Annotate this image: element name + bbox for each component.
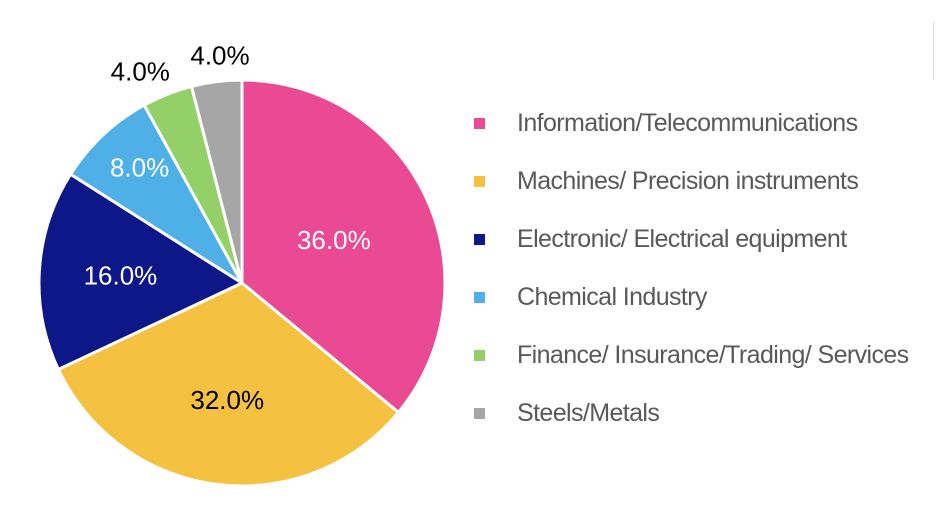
legend-label: Electronic/ Electrical equipment [517, 224, 847, 253]
pie-slice-electronic-electrical-equipment [37, 172, 244, 371]
legend-item-chemical-industry: Chemical Industry [474, 268, 909, 326]
pie-slice-machines-precision-instruments [56, 281, 400, 488]
pie-slice-steels-metals [190, 78, 244, 285]
legend-label: Chemical Industry [517, 282, 707, 311]
legend-swatch [474, 407, 485, 419]
legend-label: Finance/ Insurance/Trading/ Services [517, 340, 909, 369]
data-label-electronic-electrical-equipment: 16.0% [84, 260, 158, 290]
legend-item-machines-precision-instruments: Machines/ Precision instruments [474, 152, 909, 210]
legend-swatch [474, 233, 485, 245]
legend-label: Information/Telecommunications [517, 108, 858, 137]
legend-item-steels-metals: Steels/Metals [474, 384, 909, 442]
chart-legend: Information/Telecommunications Machines/ … [474, 94, 909, 442]
pie-slice-information-telecommunications [240, 78, 447, 414]
pie-data-labels: 36.0% 32.0% 16.0% 8.0% 4.0% 4.0% [84, 40, 371, 414]
legend-swatch [474, 291, 485, 303]
legend-label: Machines/ Precision instruments [517, 166, 859, 195]
legend-swatch [474, 117, 485, 129]
legend-label: Steels/Metals [517, 398, 660, 427]
legend-item-finance-insurance-trading-services: Finance/ Insurance/Trading/ Services [474, 326, 909, 384]
divider [933, 22, 934, 80]
data-label-finance-insurance-trading-services: 4.0% [111, 57, 170, 87]
data-label-chemical-industry: 8.0% [110, 153, 169, 183]
data-label-information-telecommunications: 36.0% [297, 225, 371, 255]
data-label-steels-metals: 4.0% [190, 40, 249, 70]
legend-item-electronic-electrical-equipment: Electronic/ Electrical equipment [474, 210, 909, 268]
legend-swatch [474, 349, 485, 361]
pie-slice-chemical-industry [69, 103, 244, 285]
legend-item-information-telecommunications: Information/Telecommunications [474, 94, 909, 152]
pie-slices [37, 78, 447, 488]
legend-swatch [474, 175, 485, 187]
data-label-machines-precision-instruments: 32.0% [190, 385, 264, 415]
